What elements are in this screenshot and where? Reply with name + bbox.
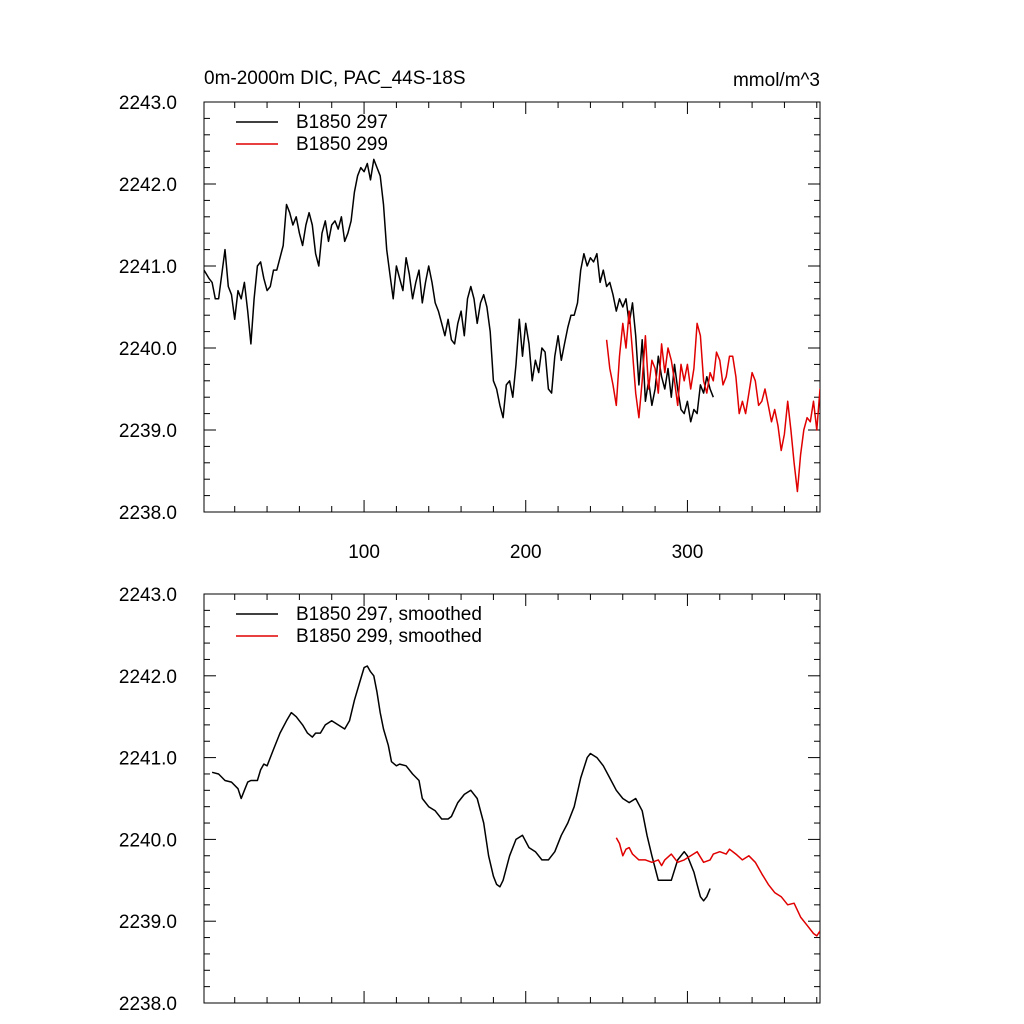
series-line-b1850-299	[615, 837, 820, 937]
y-tick-label: 2239.0	[119, 421, 177, 442]
x-tick-label: 300	[672, 542, 704, 563]
y-tick-label: 2242.0	[119, 175, 177, 196]
plot-frame	[203, 101, 821, 513]
y-tick-label: 2241.0	[119, 749, 177, 770]
chart-title: 0m-2000m DIC, PAC_44S-18S	[204, 68, 466, 89]
series-line-b1850-297	[204, 158, 714, 423]
series-line-b1850-299	[605, 310, 820, 493]
units-label: mmol/m^3	[733, 70, 820, 91]
legend-label: B1850 297	[296, 112, 388, 133]
x-tick-label: 200	[510, 542, 542, 563]
chart-panel-raw: 100 200 300 2238.0 2239.0 2240.0 2241.0 2242.0 2…	[119, 93, 821, 563]
x-tick-label: 100	[348, 542, 380, 563]
legend-label: B1850 299	[296, 134, 388, 155]
y-tick-label: 2242.0	[119, 667, 177, 688]
chart-panel-smoothed: 2238.0 2239.0 2240.0 2241.0 2242.0 2243.0 B185…	[119, 585, 821, 1015]
y-tick-label: 2240.0	[119, 339, 177, 360]
y-tick-label: 2238.0	[119, 994, 177, 1015]
y-tick-label: 2238.0	[119, 503, 177, 524]
y-tick-label: 2243.0	[119, 93, 177, 114]
series-line-b1850-297	[211, 665, 711, 902]
y-tick-label: 2239.0	[119, 912, 177, 933]
plot-frame	[203, 593, 821, 1004]
y-tick-label: 2241.0	[119, 257, 177, 278]
y-tick-label: 2243.0	[119, 585, 177, 606]
y-tick-label: 2240.0	[119, 830, 177, 851]
legend-label: B1850 299, smoothed	[296, 626, 482, 647]
legend-label: B1850 297, smoothed	[296, 604, 482, 625]
